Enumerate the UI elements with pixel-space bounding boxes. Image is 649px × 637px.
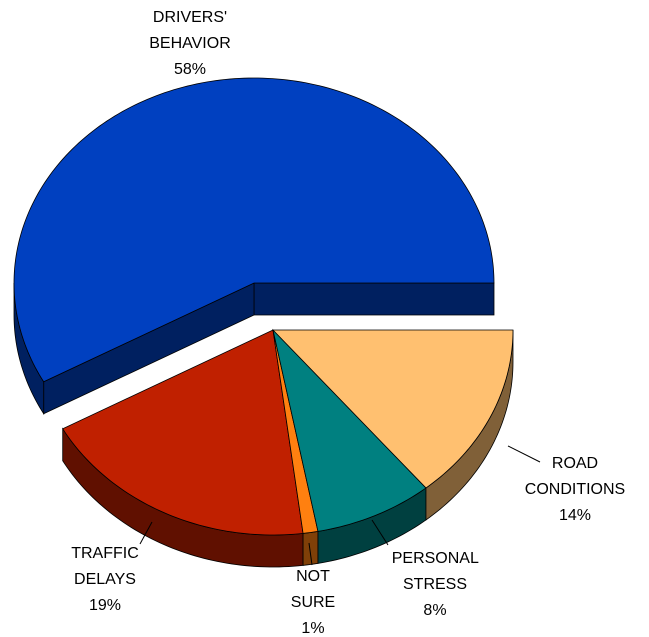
category-label: PERSONAL STRESS <box>391 550 479 593</box>
leader-line <box>308 542 313 566</box>
category-label: ROAD CONDITIONS <box>524 455 626 498</box>
value-label: 19% <box>88 597 122 614</box>
value-label: 58% <box>173 61 207 78</box>
value-label: 1% <box>301 620 325 637</box>
leader-line <box>139 521 153 545</box>
slice-label: ROAD CONDITIONS 14% <box>525 451 625 529</box>
leader-line <box>507 445 541 463</box>
category-label: DRIVERS' BEHAVIOR <box>149 9 231 52</box>
slice-top <box>272 329 514 489</box>
slice-label: TRAFFIC DELAYS 19% <box>71 541 139 619</box>
leader-line <box>371 519 389 546</box>
slice-side <box>302 530 319 566</box>
value-label: 8% <box>423 602 447 619</box>
category-label: NOT SURE <box>290 568 336 611</box>
slice-top <box>272 328 427 532</box>
slice-cut-face <box>253 282 495 316</box>
slice-label: NOT SURE 1% <box>291 564 335 637</box>
slice-top <box>13 77 495 383</box>
category-label: TRAFFIC DELAYS <box>71 545 139 588</box>
value-label: 14% <box>558 507 592 524</box>
slice-label: DRIVERS' BEHAVIOR 58% <box>149 5 231 83</box>
slice-top <box>62 329 304 536</box>
slice-label: PERSONAL STRESS 8% <box>392 546 479 624</box>
